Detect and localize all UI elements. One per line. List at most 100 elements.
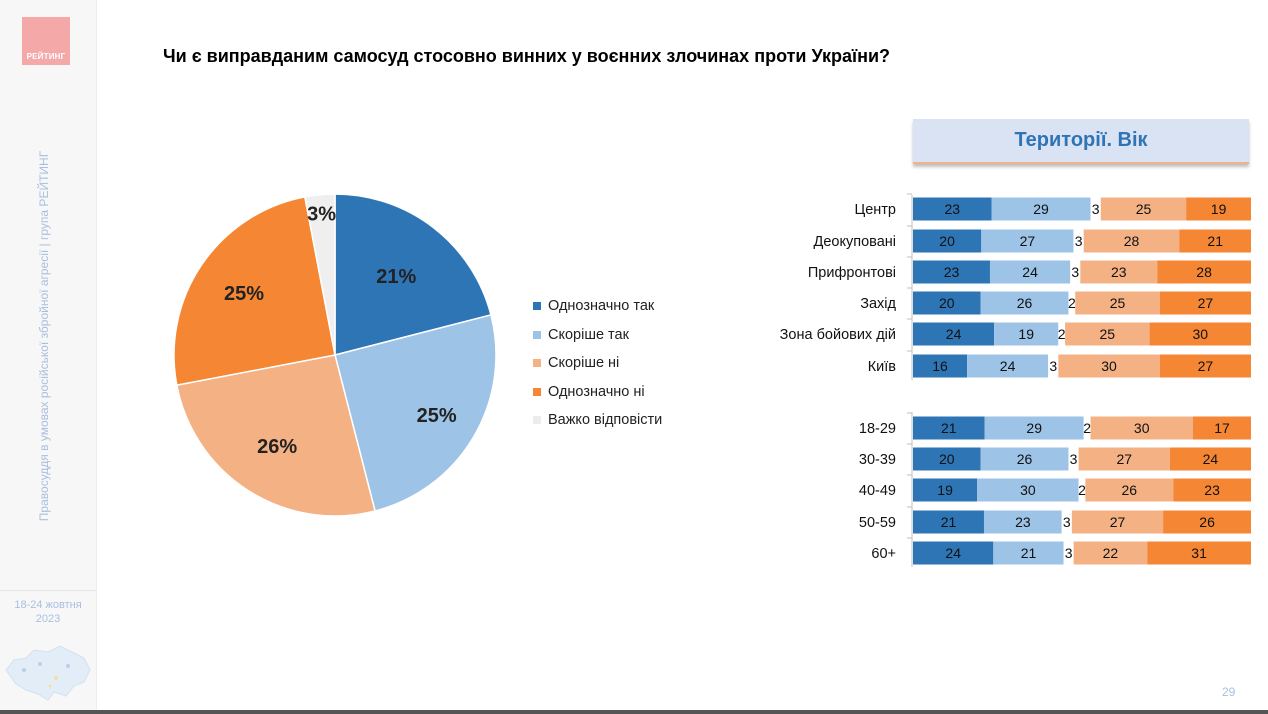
bar-segment	[913, 416, 985, 440]
bar-category-label: 60+	[871, 546, 896, 562]
bar-category-label: 50-59	[859, 515, 896, 531]
bar-segment	[1083, 229, 1180, 253]
bar-segment	[913, 322, 995, 346]
bar-segment	[1070, 260, 1081, 284]
bar-segment	[913, 197, 992, 221]
bar-segment	[1073, 541, 1148, 565]
bar-segment	[989, 260, 1071, 284]
legend-item: Однозначно ні	[533, 378, 662, 407]
bar-value-label: 21	[941, 420, 957, 436]
bar-segment	[980, 447, 1069, 471]
bar-value-label: 25	[1100, 326, 1116, 342]
bar-value-label: 23	[1111, 264, 1127, 280]
legend-swatch	[533, 302, 541, 311]
bar-segment	[1192, 416, 1251, 440]
bar-category-label: Зона бойових дій	[780, 327, 896, 343]
pie-slice-definitely-no	[173, 195, 336, 387]
bar-segment	[1169, 447, 1251, 471]
bar-segment	[1078, 447, 1170, 471]
bar-value-label: 21	[1207, 233, 1223, 249]
bar-segment	[1083, 416, 1091, 440]
pie-slice-definitely-yes	[334, 193, 492, 356]
bar-value-label: 24	[945, 545, 961, 561]
legend-label: Однозначно ні	[548, 383, 645, 400]
page-number: 29	[1222, 685, 1236, 699]
bar-segment	[967, 354, 1049, 378]
bar-value-label: 30	[1134, 420, 1150, 436]
bar-segment	[1100, 197, 1187, 221]
bar-segment	[1068, 447, 1079, 471]
survey-date: 18-24 жовтня 2023	[0, 598, 96, 626]
bar-segment	[1078, 478, 1086, 502]
bar-value-label: 30	[1101, 358, 1117, 374]
territories-age-header: Території. Вік	[913, 119, 1249, 164]
bar-value-label: 30	[1020, 482, 1036, 498]
bar-category-label: Захід	[860, 296, 896, 312]
bar-value-label: 23	[1204, 482, 1220, 498]
bar-category-label: 40-49	[859, 483, 896, 499]
bar-value-label: 17	[1214, 420, 1230, 436]
bar-value-label: 16	[932, 358, 948, 374]
bar-value-label: 19	[1211, 201, 1227, 217]
bar-segment	[1157, 260, 1251, 284]
legend-label: Скоріше так	[548, 326, 629, 343]
bar-segment	[1186, 197, 1251, 221]
bar-segment	[1073, 229, 1084, 253]
bar-segment	[913, 510, 984, 534]
bar-segment	[1179, 229, 1251, 253]
bar-segment	[1090, 197, 1101, 221]
pie-slice-hard-to-say	[303, 193, 336, 356]
bar-segment	[913, 478, 978, 502]
bar-value-label: 27	[1020, 233, 1036, 249]
legend-swatch	[533, 387, 541, 396]
bar-category-label: 18-29	[859, 421, 896, 437]
bar-value-label: 27	[1198, 358, 1214, 374]
bar-category-label: Деокуповані	[814, 234, 896, 250]
bar-segment	[1075, 291, 1160, 315]
bar-segment	[1058, 322, 1066, 346]
bar-value-label: 24	[1000, 358, 1016, 374]
bar-segment	[913, 447, 981, 471]
bar-segment	[913, 291, 981, 315]
bar-value-label: 31	[1191, 545, 1207, 561]
bar-value-label: 2	[1058, 326, 1066, 342]
pie-label-definitely-no: 25%	[224, 283, 264, 305]
legend-label: Однозначно так	[548, 298, 655, 315]
bar-value-label: 30	[1193, 326, 1209, 342]
bar-value-label: 27	[1198, 295, 1214, 311]
bar-segment	[983, 510, 1062, 534]
bar-segment	[1048, 354, 1059, 378]
bar-value-label: 3	[1049, 358, 1057, 374]
bar-segment	[1058, 354, 1160, 378]
legend-swatch	[533, 330, 541, 339]
legend-label: Важко відповісти	[548, 412, 663, 429]
bar-value-label: 26	[1199, 514, 1215, 530]
bar-segment	[1159, 354, 1251, 378]
bar-value-label: 19	[937, 482, 953, 498]
bar-value-label: 3	[1070, 451, 1078, 467]
bar-segment	[1068, 291, 1076, 315]
legend-swatch	[533, 359, 541, 368]
bar-value-label: 24	[946, 326, 962, 342]
bar-segment	[1159, 291, 1251, 315]
bar-category-label: Прифронтові	[808, 265, 896, 281]
bar-value-label: 24	[1203, 451, 1219, 467]
bar-segment	[993, 541, 1064, 565]
bar-value-label: 19	[1018, 326, 1034, 342]
bar-segment	[994, 322, 1059, 346]
bar-segment	[1071, 510, 1164, 534]
bar-segment	[913, 260, 990, 284]
bar-segment	[1173, 478, 1251, 502]
bar-value-label: 23	[944, 264, 960, 280]
bar-value-label: 23	[1015, 514, 1031, 530]
bar-segment	[1061, 510, 1072, 534]
bar-value-label: 21	[941, 514, 957, 530]
bar-value-label: 2	[1078, 482, 1086, 498]
bar-segment	[1085, 478, 1174, 502]
bar-value-label: 3	[1092, 201, 1100, 217]
bar-value-label: 3	[1065, 545, 1073, 561]
bar-value-label: 28	[1124, 233, 1140, 249]
pie-label-rather-yes: 25%	[417, 405, 457, 427]
legend-item: Скоріше так	[533, 321, 662, 350]
